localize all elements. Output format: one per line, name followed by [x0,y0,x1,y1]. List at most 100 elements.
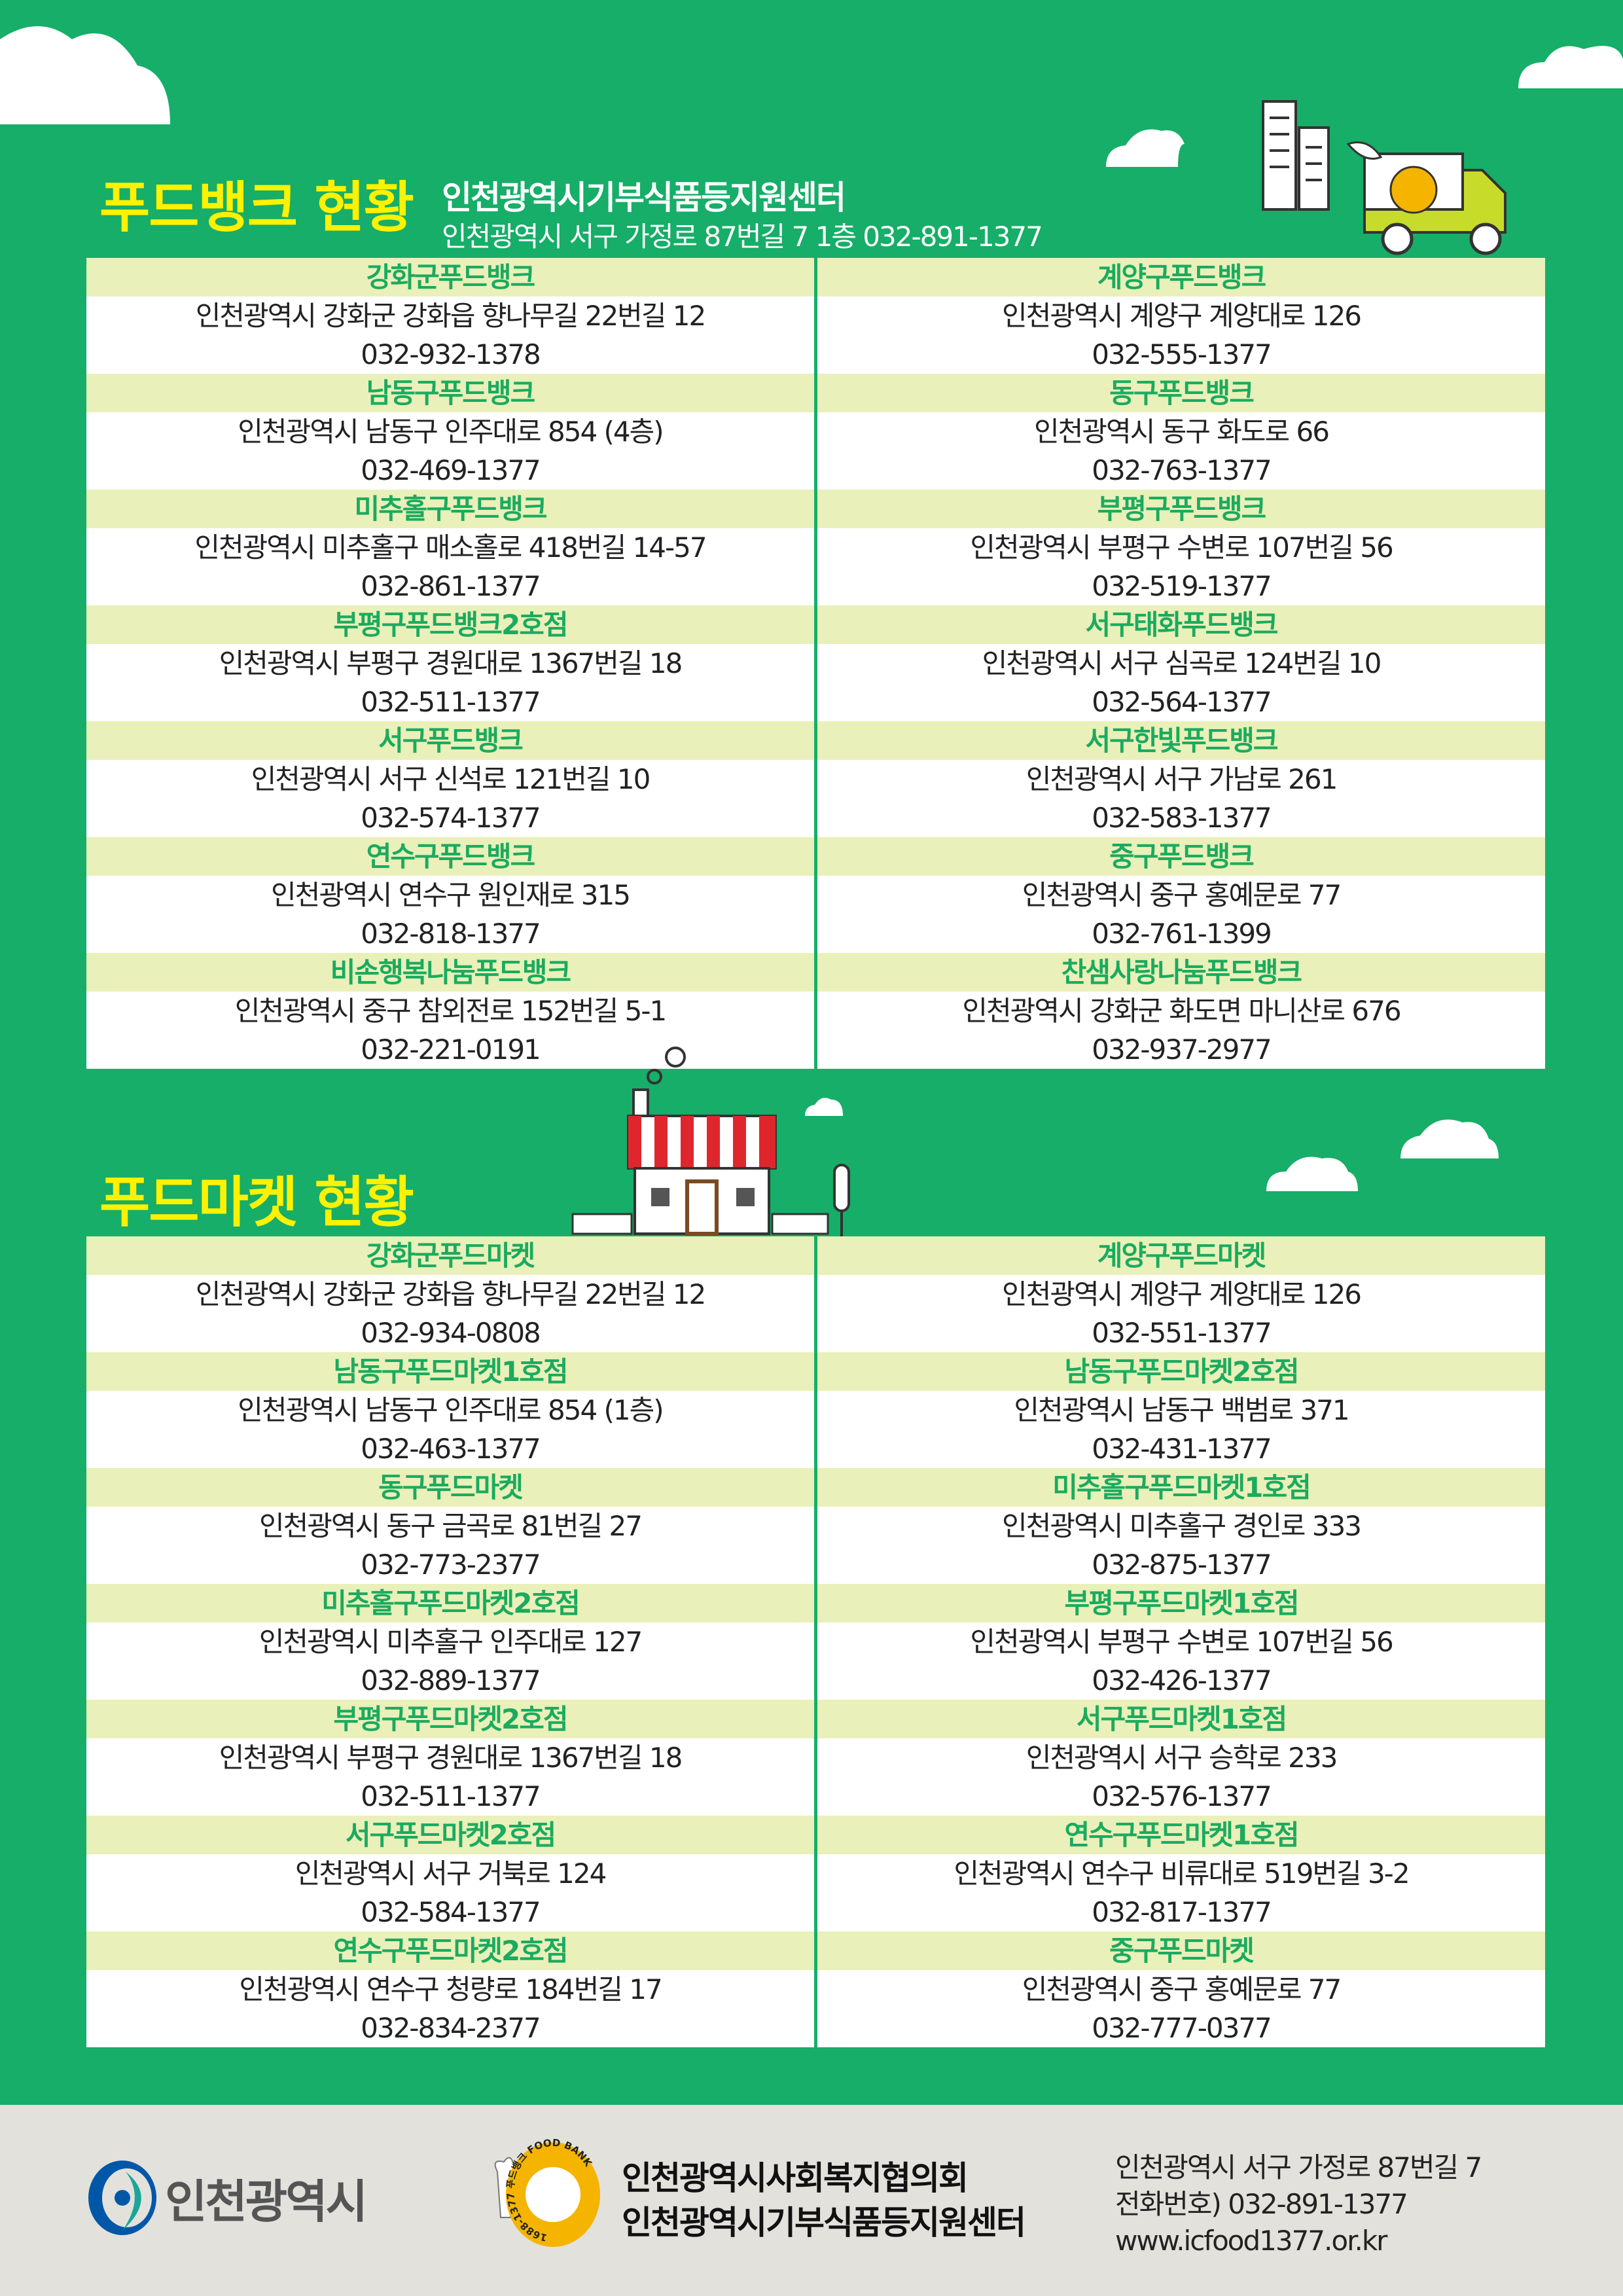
entry-address: 인천광역시 동구 금곡로 81번길 27 [259,1510,643,1542]
entry-name: 연수구푸드마켓2호점 [86,1931,814,1970]
entry-address: 인천광역시 계양구 계양대로 126 [1002,1278,1362,1310]
city-logo-text: 인천광역시 [165,2174,368,2229]
entry-phone: 032-511-1377 [361,1780,541,1812]
entry-address: 인천광역시 서구 가남로 261 [1026,763,1338,795]
entry-phone: 032-889-1377 [361,1664,541,1696]
entry-address: 인천광역시 연수구 비류대로 519번길 3-2 [954,1857,1410,1890]
entry-phone: 032-934-0808 [361,1317,541,1349]
entry-phone: 032-564-1377 [1092,686,1272,718]
entry-address: 인천광역시 서구 심곡로 124번길 10 [982,647,1382,679]
footer: 인천광역시 1688-1377 푸드뱅크 FOOD BANK 인천광역시사회복지… [0,2105,1623,2296]
center-name: 인천광역시기부식품등지원센터 [442,179,846,217]
footer-address: 인천광역시 서구 가정로 87번길 7 [1115,2151,1482,2183]
entry-name: 계양구푸드마켓 [817,1236,1545,1275]
entry-phone: 032-555-1377 [1092,338,1272,370]
entry-address: 인천광역시 부평구 경원대로 1367번길 18 [219,1742,683,1774]
foodmarket-left-column: 강화군푸드마켓 인천광역시 강화군 강화읍 향나무길 22번길 12 032-934… [86,1236,814,2047]
entry-phone: 032-576-1377 [1092,1780,1272,1812]
entry-phone: 032-817-1377 [1092,1896,1272,1928]
entry-name: 서구푸드마켓1호점 [817,1700,1545,1738]
entry-name: 계양구푸드뱅크 [817,258,1545,296]
entry-address: 인천광역시 계양구 계양대로 126 [1002,300,1362,332]
entry-name: 미추홀구푸드뱅크 [86,490,814,528]
entry-address: 인천광역시 부평구 수변로 107번길 56 [970,1626,1393,1658]
entry-name: 부평구푸드마켓1호점 [817,1584,1545,1623]
org-center: 인천광역시기부식품등지원센터 [622,2204,1026,2242]
entry-address: 인천광역시 남동구 백범로 371 [1014,1394,1349,1426]
entry-name: 서구태화푸드뱅크 [817,605,1545,644]
entry-name: 미추홀구푸드마켓1호점 [817,1468,1545,1507]
entry-address: 인천광역시 남동구 인주대로 854 (1층) [238,1394,664,1426]
entry-phone: 032-875-1377 [1092,1549,1272,1581]
entry-phone: 032-584-1377 [361,1896,541,1928]
entry-phone: 032-773-2377 [361,1549,541,1581]
foodmarket-right-column: 계양구푸드마켓 인천광역시 계양구 계양대로 126 032-551-1377 남동구… [817,1236,1545,2047]
entry-phone: 032-431-1377 [1092,1433,1272,1465]
entry-phone: 032-583-1377 [1092,802,1272,834]
entry-phone: 032-861-1377 [361,570,541,602]
truck-illustration [1262,100,1507,255]
entry-name: 동구푸드마켓 [86,1468,814,1507]
org-council: 인천광역시사회복지협의회 [622,2159,969,2197]
entry-phone: 032-551-1377 [1092,1317,1272,1349]
entry-name: 중구푸드뱅크 [817,837,1545,876]
entry-name: 비손행복나눔푸드뱅크 [86,953,814,992]
entry-phone: 032-761-1399 [1092,918,1272,950]
entry-name: 강화군푸드뱅크 [86,258,814,296]
entry-phone: 032-937-2977 [1092,1033,1272,1066]
entry-name: 부평구푸드뱅크 [817,490,1545,528]
foodmarket-title: 푸드마켓 현황 [99,1170,414,1234]
entry-address: 인천광역시 미추홀구 매소홀로 418번길 14-57 [194,531,707,564]
entry-address: 인천광역시 부평구 수변로 107번길 56 [970,531,1393,564]
entry-phone: 032-834-2377 [361,2012,541,2044]
foodbank-logo: 1688-1377 푸드뱅크 FOOD BANK [494,2139,600,2247]
store-illustration [571,1047,850,1240]
entry-phone: 032-932-1378 [361,338,541,370]
incheon-logo-icon [88,2161,156,2235]
footer-phone: 전화번호) 032-891-1377 [1115,2188,1408,2220]
entry-name: 서구한빛푸드뱅크 [817,721,1545,760]
entry-address: 인천광역시 강화군 강화읍 향나무길 22번길 12 [195,300,707,332]
entry-name: 남동구푸드마켓2호점 [817,1352,1545,1391]
entry-phone: 032-426-1377 [1092,1664,1272,1696]
entry-phone: 032-469-1377 [361,454,541,486]
entry-name: 중구푸드마켓 [817,1931,1545,1970]
entry-name: 동구푸드뱅크 [817,374,1545,412]
entry-name: 강화군푸드마켓 [86,1236,814,1275]
entry-phone: 032-763-1377 [1092,454,1272,486]
entry-address: 인천광역시 미추홀구 경인로 333 [1002,1510,1362,1542]
cloud-decoration [0,26,1623,1191]
entry-name: 연수구푸드뱅크 [86,837,814,876]
center-address: 인천광역시 서구 가정로 87번길 7 1층 032-891-1377 [442,221,1043,253]
entry-address: 인천광역시 연수구 청량로 184번길 17 [239,1973,662,2005]
entry-name: 서구푸드뱅크 [86,721,814,760]
entry-address: 인천광역시 동구 화도로 66 [1034,416,1330,448]
entry-address: 인천광역시 서구 신석로 121번길 10 [251,763,651,795]
entry-name: 부평구푸드뱅크2호점 [86,605,814,644]
entry-phone: 032-574-1377 [361,802,541,834]
entry-address: 인천광역시 강화군 화도면 마니산로 676 [962,995,1401,1027]
entry-phone: 032-221-0191 [361,1033,541,1066]
entry-name: 부평구푸드마켓2호점 [86,1700,814,1738]
footer-website[interactable]: www.icfood1377.or.kr [1115,2225,1387,2257]
entry-address: 인천광역시 연수구 원인재로 315 [271,879,631,911]
entry-name: 미추홀구푸드마켓2호점 [86,1584,814,1623]
foodbank-title: 푸드뱅크 현황 [99,175,414,240]
entry-address: 인천광역시 중구 참외전로 152번길 5-1 [234,995,668,1027]
entry-address: 인천광역시 서구 승학로 233 [1026,1742,1338,1774]
entry-address: 인천광역시 미추홀구 인주대로 127 [259,1626,643,1658]
entry-address: 인천광역시 중구 홍예문로 77 [1022,1973,1342,2005]
entry-name: 서구푸드마켓2호점 [86,1816,814,1854]
entry-address: 인천광역시 강화군 강화읍 향나무길 22번길 12 [195,1278,707,1310]
incheon-city-logo: 인천광역시 [86,2159,368,2237]
entry-phone: 032-818-1377 [361,918,541,950]
entry-name: 남동구푸드마켓1호점 [86,1352,814,1391]
entry-phone: 032-511-1377 [361,686,541,718]
entry-name: 남동구푸드뱅크 [86,374,814,412]
entry-phone: 032-519-1377 [1092,570,1272,602]
entry-name: 찬샘사랑나눔푸드뱅크 [817,953,1545,992]
entry-address: 인천광역시 부평구 경원대로 1367번길 18 [219,647,683,679]
